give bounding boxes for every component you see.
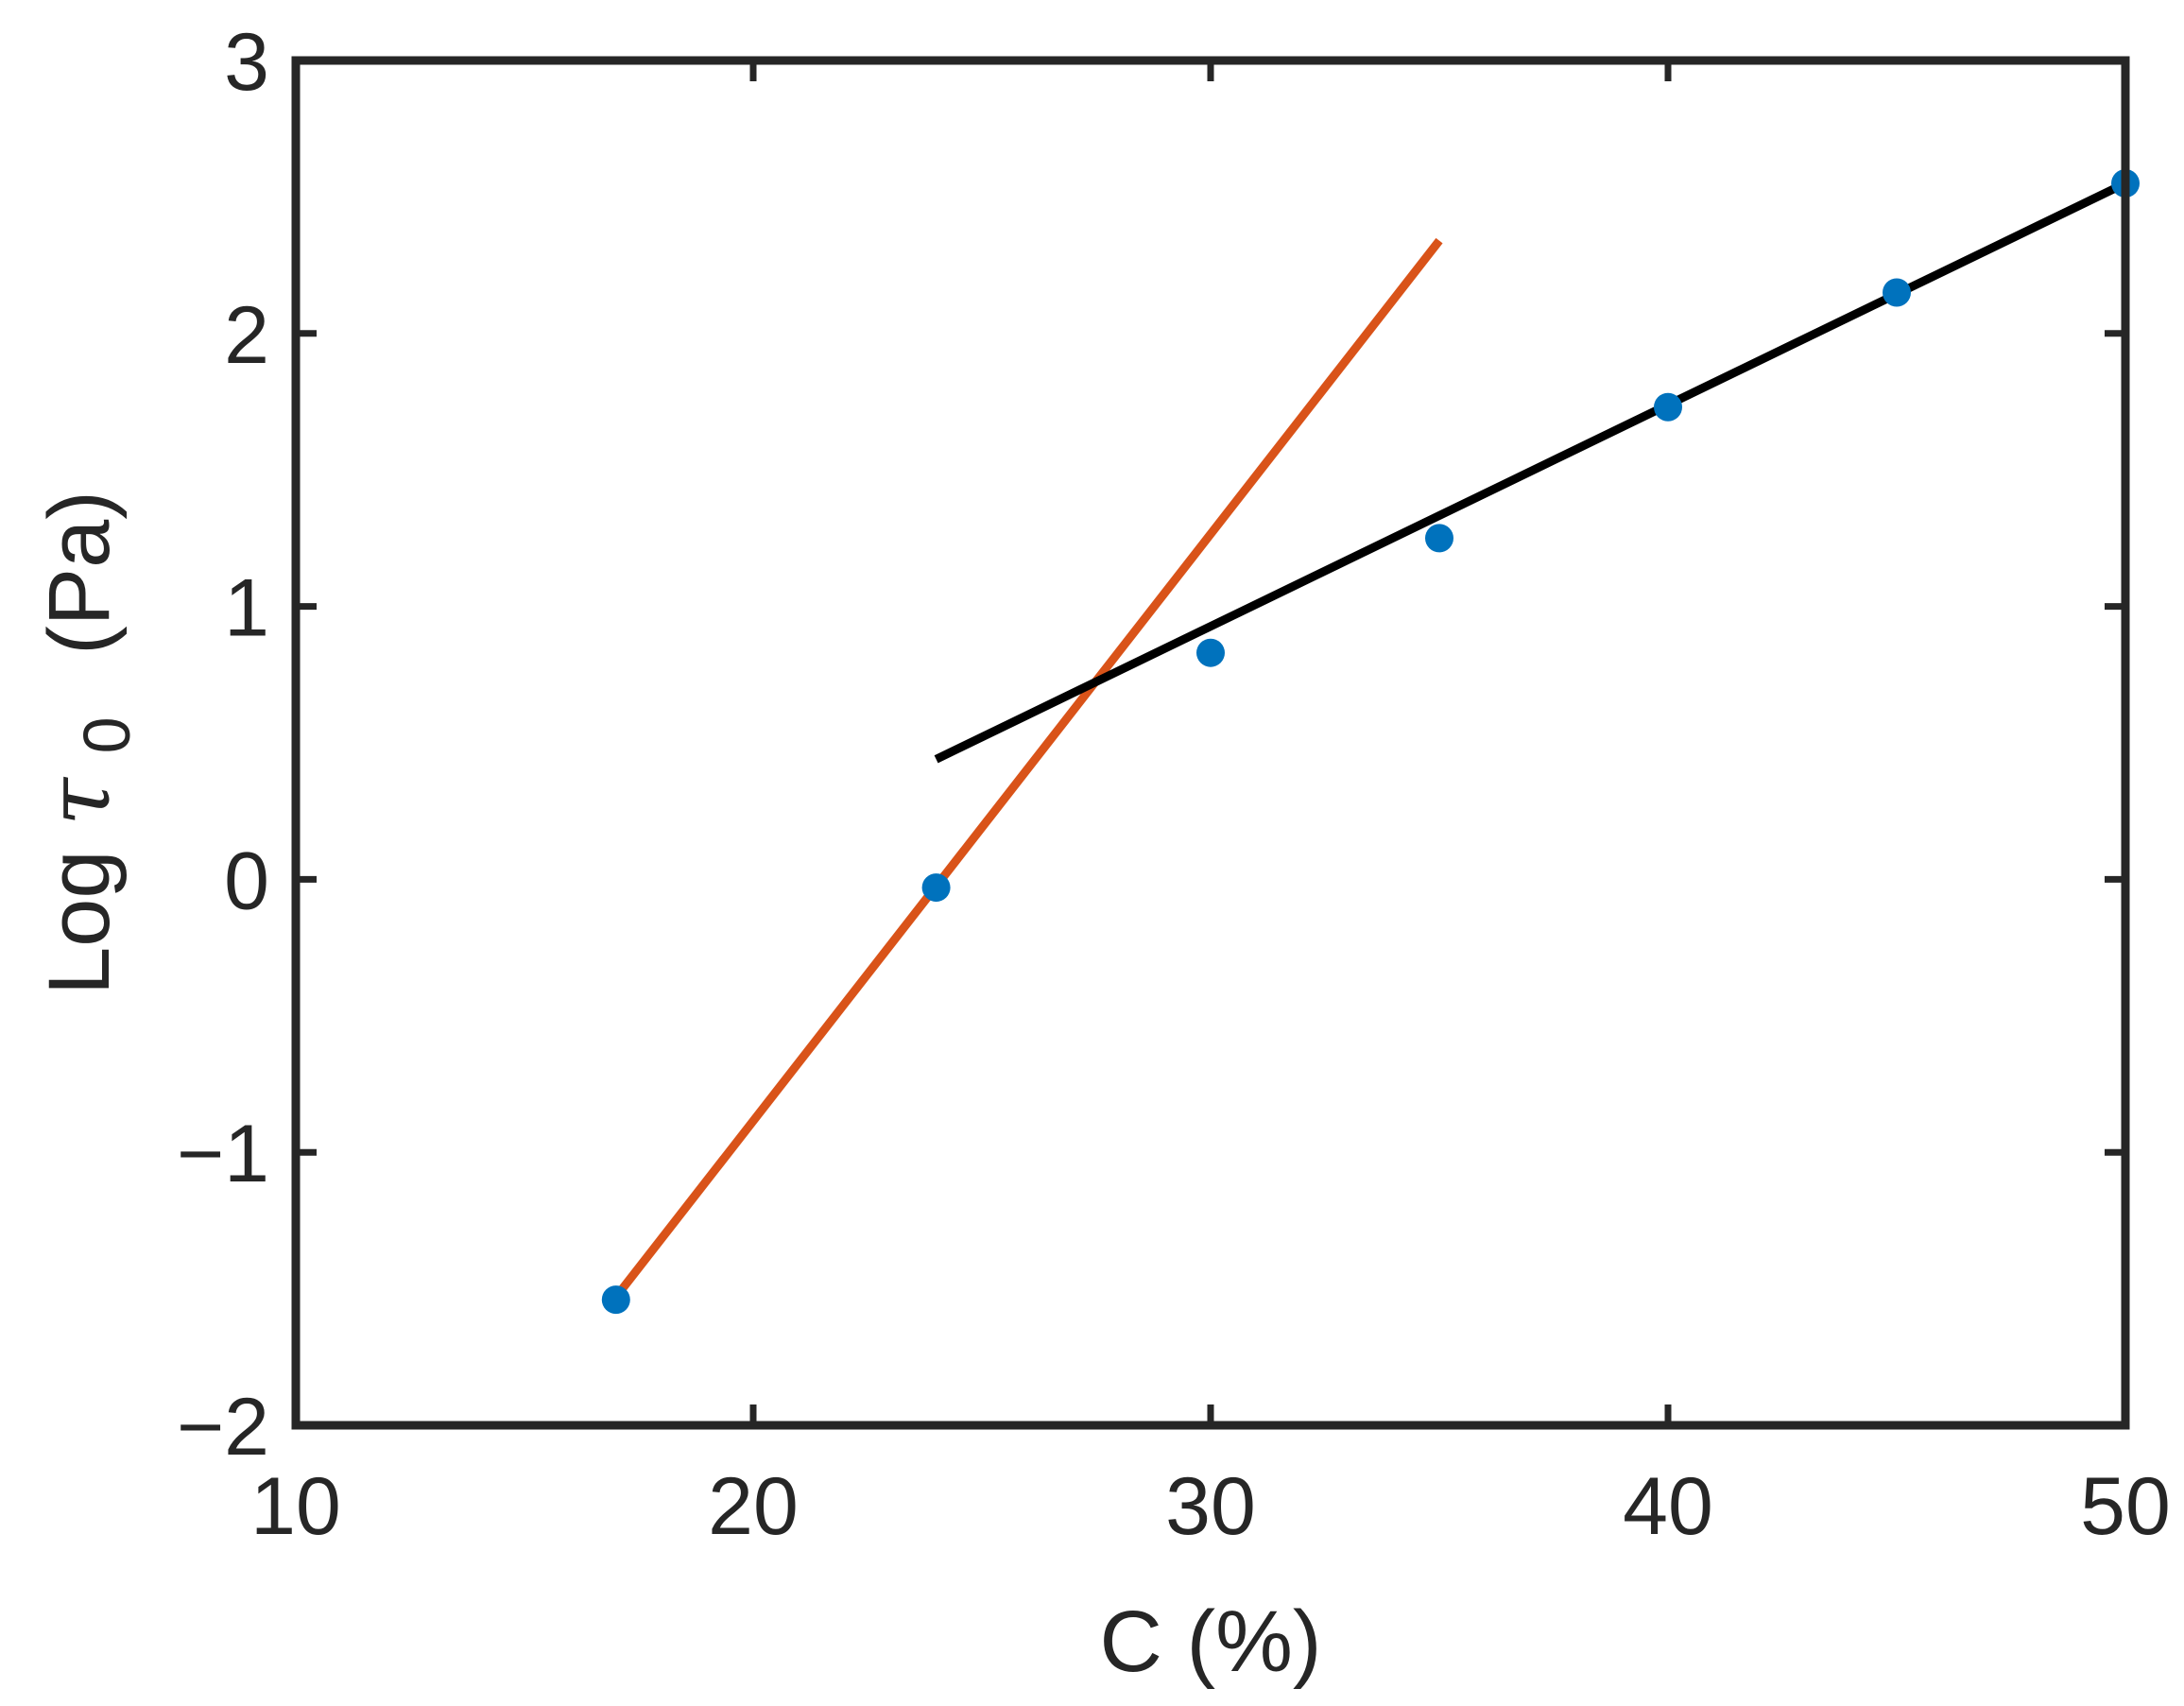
y-axis-title-subscript: 0 xyxy=(70,716,144,753)
y-axis-title-symbol: τ xyxy=(28,776,129,826)
x-tick-label: 10 xyxy=(250,1461,341,1552)
axis-ticks: 10 20 30 40 50 −2 −1 0 1 2 3 xyxy=(177,17,2171,1552)
y-tick-label: 0 xyxy=(224,836,269,926)
y-axis-title: Log τ 0 (Pa) xyxy=(28,491,148,995)
x-tick-label: 40 xyxy=(1623,1461,1713,1552)
x-tick-label: 30 xyxy=(1165,1461,1256,1552)
data-point xyxy=(1425,524,1453,553)
fit-line-orange xyxy=(612,237,1443,1301)
x-axis-title: C (%) xyxy=(1099,1594,1321,1690)
data-point xyxy=(1883,278,1911,307)
y-axis-title-units: (Pa) xyxy=(31,491,128,655)
fit-line-black xyxy=(934,179,2127,764)
data-point xyxy=(921,873,951,903)
data-point xyxy=(601,1285,630,1315)
data-point xyxy=(1654,392,1682,422)
y-tick-label: 1 xyxy=(224,563,269,654)
y-tick-label: 3 xyxy=(224,17,269,108)
plot-area xyxy=(601,168,2140,1315)
data-point xyxy=(1196,638,1225,667)
y-tick-label: −2 xyxy=(177,1382,269,1473)
y-tick-label: −1 xyxy=(177,1109,269,1199)
x-tick-label: 20 xyxy=(708,1461,799,1552)
x-tick-label: 50 xyxy=(2080,1461,2171,1552)
y-tick-label: 2 xyxy=(224,290,269,381)
axes-box xyxy=(291,56,2130,1430)
y-axis-title-prefix: Log xyxy=(31,826,128,995)
